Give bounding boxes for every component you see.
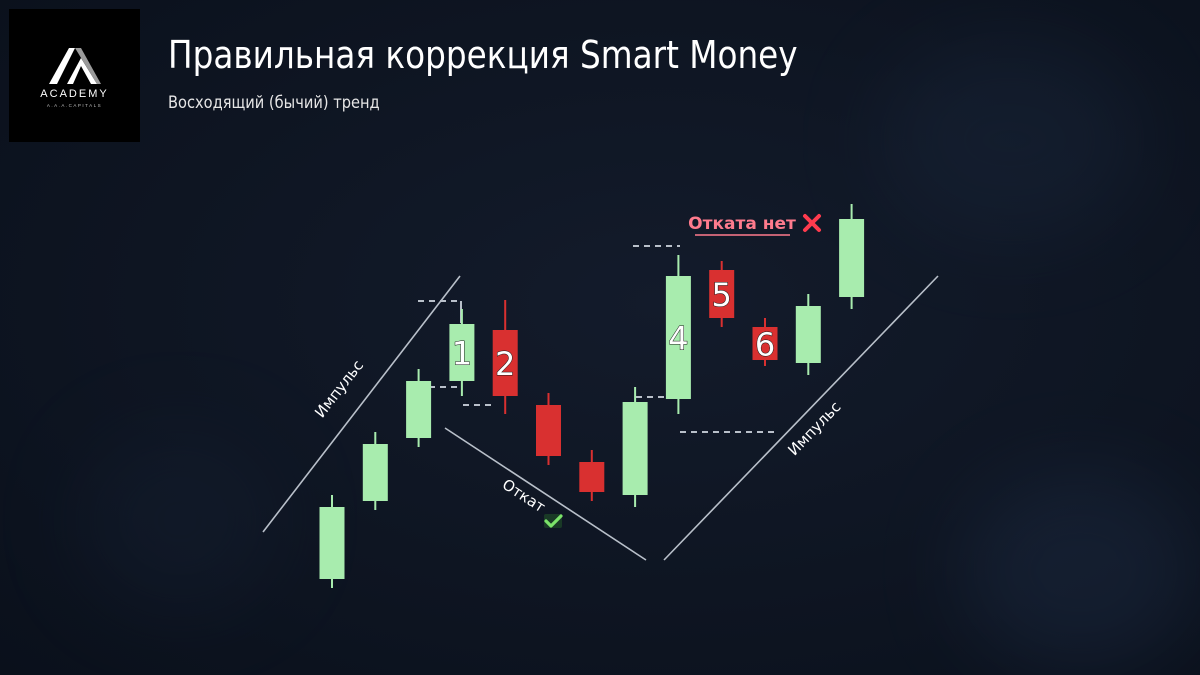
candle-body bbox=[406, 381, 432, 438]
candles: 1 2 456 bbox=[319, 204, 865, 588]
academy-logo: ACADEMY A.A.A.CAPITALS bbox=[9, 9, 140, 142]
candle-9: 4 bbox=[665, 255, 691, 414]
candle-body bbox=[839, 219, 865, 297]
candle-body bbox=[536, 405, 561, 456]
candle-body bbox=[492, 330, 518, 396]
candle-4: 1 bbox=[449, 309, 475, 396]
candle-2 bbox=[362, 432, 388, 510]
page-subtitle: Восходящий (бычий) тренд bbox=[168, 93, 380, 113]
candle-12 bbox=[795, 294, 821, 375]
candle-6 bbox=[536, 393, 561, 465]
impulse-label-left: Импульс bbox=[311, 357, 367, 422]
candle-1 bbox=[319, 495, 345, 588]
candle-body bbox=[665, 276, 691, 399]
candle-body bbox=[622, 402, 648, 495]
candle-body bbox=[449, 324, 475, 381]
candle-number-label: 6 bbox=[755, 326, 775, 364]
impulse-trendline-left bbox=[262, 275, 461, 533]
candle-body bbox=[709, 270, 735, 318]
impulse-trendline-right bbox=[663, 275, 939, 561]
page-title: Правильная коррекция Smart Money bbox=[168, 33, 798, 77]
candle-body bbox=[362, 444, 388, 501]
no-pullback-label: Отката нет bbox=[688, 214, 796, 234]
candle-number-label: 2 bbox=[495, 345, 515, 383]
candle-3 bbox=[406, 369, 432, 447]
pullback-trendline bbox=[444, 427, 647, 561]
candle-body bbox=[795, 306, 821, 363]
candle-10: 5 bbox=[709, 261, 735, 327]
candle-5: 2 bbox=[492, 300, 518, 414]
candle-body bbox=[319, 507, 345, 579]
cross-icon bbox=[803, 214, 821, 232]
candle-8 bbox=[622, 387, 648, 507]
pullback-label: Откат bbox=[499, 475, 549, 516]
candle-body bbox=[752, 327, 778, 360]
candle-body bbox=[579, 462, 605, 492]
candle-7 bbox=[579, 450, 605, 501]
candle-11: 6 bbox=[752, 318, 778, 366]
candle-number-label: 5 bbox=[712, 276, 732, 314]
checkmark-icon bbox=[544, 514, 563, 528]
candle-number-label: 4 bbox=[668, 320, 688, 358]
logo-brand: ACADEMY bbox=[40, 87, 109, 100]
academy-logo-icon bbox=[48, 47, 101, 84]
candle-number-label: 1 bbox=[452, 335, 472, 373]
logo-tagline: A.A.A.CAPITALS bbox=[46, 102, 103, 108]
candle-13 bbox=[839, 204, 865, 309]
impulse-label-right: Импульс bbox=[784, 398, 844, 459]
